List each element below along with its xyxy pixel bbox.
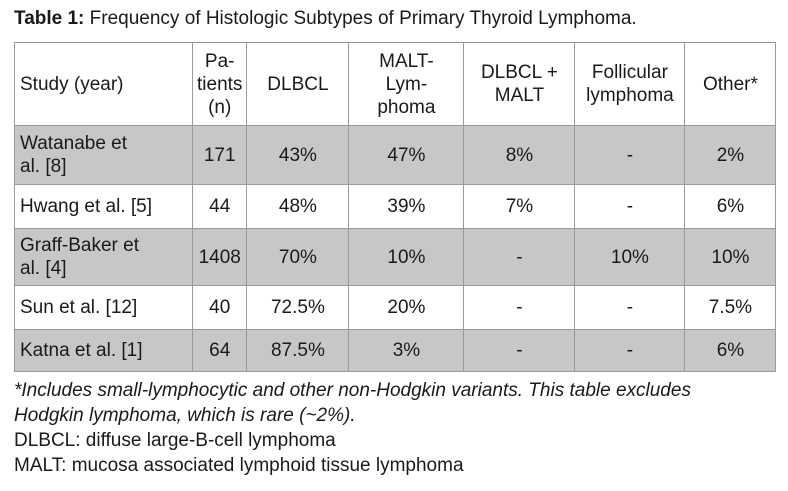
footnote-line-1: *Includes small-lymphocytic and other no… — [14, 380, 691, 401]
header-follicular: Follicular lymphoma — [574, 42, 686, 126]
patients-cell: 64 — [191, 329, 248, 372]
other-cell: 6% — [684, 329, 777, 372]
header-malt: MALT- Lym-phoma — [348, 42, 465, 126]
header-row: Study (year) Pa-tients (n) DLBCL MALT- Lym… — [14, 42, 777, 126]
table-row: Graff-Baker et al. [4] 1408 70% 10% - 10%… — [14, 228, 777, 286]
footnote-line-2: Hodgkin lymphoma, which is rare (~2%). — [14, 405, 356, 426]
dlbcl-cell: 48% — [246, 184, 350, 229]
other-cell: 10% — [684, 228, 777, 286]
study-cell: Graff-Baker et al. [4] — [14, 228, 193, 286]
table-row: Hwang et al. [5] 44 48% 39% 7% - 6% — [14, 184, 777, 229]
dlbcl-cell: 72.5% — [246, 285, 350, 330]
other-cell: 2% — [684, 125, 777, 185]
follicular-cell: - — [574, 184, 686, 229]
table-row: Watanabe et al. [8] 171 43% 47% 8% - 2% — [14, 125, 777, 185]
table-caption: Table 1: Frequency of Histologic Subtype… — [14, 6, 637, 32]
malt-cell: 20% — [348, 285, 465, 330]
dlbcl-cell: 70% — [246, 228, 350, 286]
dlbcl-malt-cell: - — [463, 285, 576, 330]
patients-cell: 1408 — [191, 228, 248, 286]
malt-cell: 39% — [348, 184, 465, 229]
table-row: Sun et al. [12] 40 72.5% 20% - - 7.5% — [14, 285, 777, 330]
other-cell: 6% — [684, 184, 777, 229]
follicular-cell: - — [574, 125, 686, 185]
malt-cell: 10% — [348, 228, 465, 286]
table-row: Katna et al. [1] 64 87.5% 3% - - 6% — [14, 329, 777, 372]
caption-text: Frequency of Histologic Subtypes of Prim… — [84, 8, 637, 29]
dlbcl-malt-cell: 7% — [463, 184, 576, 229]
dlbcl-malt-cell: 8% — [463, 125, 576, 185]
abbreviation-dlbcl: DLBCL: diffuse large-B-cell lymphoma — [14, 430, 336, 451]
header-dlbcl-malt: DLBCL + MALT — [463, 42, 576, 126]
caption-label: Table 1: — [14, 8, 85, 29]
table-notes: *Includes small-lymphocytic and other no… — [14, 378, 691, 478]
malt-cell: 47% — [348, 125, 465, 185]
patients-cell: 44 — [191, 184, 248, 229]
patients-cell: 40 — [191, 285, 248, 330]
subtypes-table: Study (year) Pa-tients (n) DLBCL MALT- Lym… — [14, 42, 777, 372]
other-cell: 7.5% — [684, 285, 777, 330]
study-cell: Sun et al. [12] — [14, 285, 193, 330]
abbreviation-malt: MALT: mucosa associated lymphoid tissue … — [14, 455, 464, 476]
header-dlbcl: DLBCL — [246, 42, 350, 126]
header-other: Other* — [684, 42, 777, 126]
patients-cell: 171 — [191, 125, 248, 185]
dlbcl-malt-cell: - — [463, 329, 576, 372]
header-study: Study (year) — [14, 42, 193, 126]
study-cell: Hwang et al. [5] — [14, 184, 193, 229]
dlbcl-malt-cell: - — [463, 228, 576, 286]
header-patients: Pa-tients (n) — [191, 42, 248, 126]
dlbcl-cell: 43% — [246, 125, 350, 185]
follicular-cell: - — [574, 329, 686, 372]
malt-cell: 3% — [348, 329, 465, 372]
follicular-cell: 10% — [574, 228, 686, 286]
dlbcl-cell: 87.5% — [246, 329, 350, 372]
follicular-cell: - — [574, 285, 686, 330]
study-cell: Watanabe et al. [8] — [14, 125, 193, 185]
study-cell: Katna et al. [1] — [14, 329, 193, 372]
